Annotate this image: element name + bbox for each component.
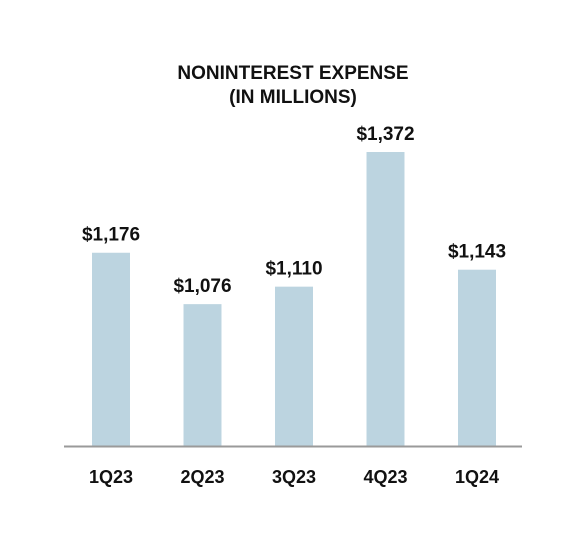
x-tick-label-3q23: 3Q23 xyxy=(272,467,316,487)
value-label-2q23: $1,076 xyxy=(173,276,231,297)
value-labels-layer: $1,176 $1,076 $1,110 $1,372 $1,143 xyxy=(82,124,506,297)
x-tick-label-2q23: 2Q23 xyxy=(180,467,224,487)
x-tick-label-1q23: 1Q23 xyxy=(89,467,133,487)
x-tick-label-4q23: 4Q23 xyxy=(363,467,407,487)
value-label-4q23: $1,372 xyxy=(356,124,414,145)
value-label-1q23: $1,176 xyxy=(82,225,140,246)
bar-1q23 xyxy=(92,252,130,446)
bar-1q24 xyxy=(458,269,496,446)
bars-layer xyxy=(92,152,496,446)
chart-title-line-1: NONINTEREST EXPENSE xyxy=(177,63,409,84)
value-label-1q24: $1,143 xyxy=(448,242,506,263)
bar-2q23 xyxy=(183,304,222,446)
value-label-3q23: $1,110 xyxy=(265,259,322,280)
bar-4q23 xyxy=(366,152,405,446)
tick-labels-layer: 1Q23 2Q23 3Q23 4Q23 1Q24 xyxy=(89,467,499,487)
bar-3q23 xyxy=(275,286,313,446)
chart-title: NONINTEREST EXPENSE (IN MILLIONS) xyxy=(0,62,586,110)
x-tick-label-1q24: 1Q24 xyxy=(455,467,499,487)
chart-title-line-2: (IN MILLIONS) xyxy=(229,87,357,108)
